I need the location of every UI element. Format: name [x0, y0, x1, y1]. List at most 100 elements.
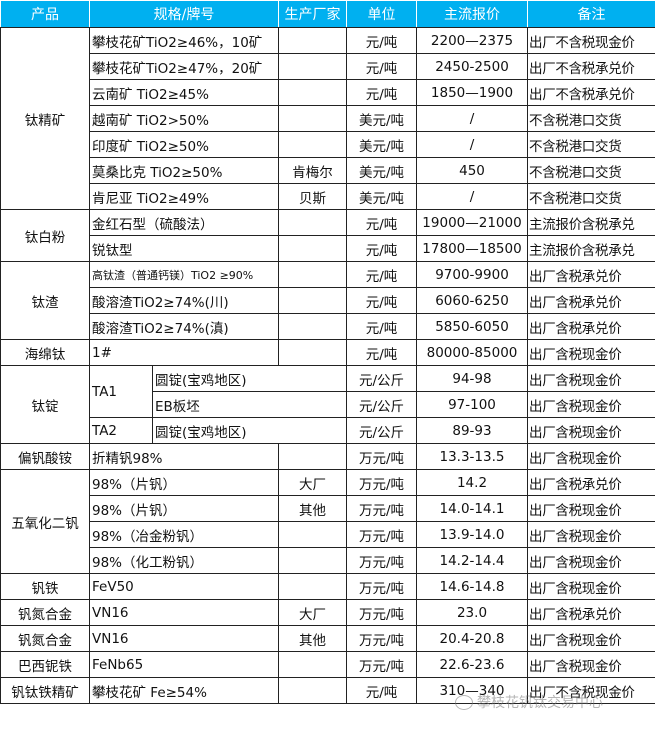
unit-cell: 元/吨	[346, 79, 417, 106]
unit-cell: 美元/吨	[346, 157, 417, 184]
spec-cell: 98%（片钒）	[89, 495, 279, 522]
note-cell: 出厂含税现金价	[527, 573, 655, 600]
spec-cell: 攀枝花矿TiO2≥46%，10矿	[89, 27, 279, 54]
table-row: 98%（冶金粉钒） 万元/吨 13.9-14.0 出厂含税现金价	[1, 521, 655, 548]
grade-cell: TA1	[89, 365, 153, 418]
maker-cell	[278, 573, 347, 600]
table-row: 98%（化工粉钒） 万元/吨 14.2-14.4 出厂含税现金价	[1, 547, 655, 574]
unit-cell: 元/吨	[346, 339, 417, 366]
maker-cell	[278, 53, 347, 80]
note-cell: 出厂含税现金价	[527, 651, 655, 678]
unit-cell: 元/吨	[346, 235, 417, 262]
price-cell: 23.0	[416, 599, 528, 626]
maker-cell	[278, 79, 347, 106]
spec-cell: 98%（化工粉钒）	[89, 547, 279, 574]
header-row: 产品 规格/牌号 生产厂家 单位 主流报价 备注	[0, 0, 655, 28]
maker-cell	[278, 677, 347, 704]
price-cell: 97-100	[416, 391, 528, 418]
price-cell: 13.3-13.5	[416, 443, 528, 470]
spec-cell: 高钛渣（普通钙镁）TiO2 ≥90%	[89, 261, 279, 288]
product-cell: 钒钛铁精矿	[0, 677, 90, 704]
spec-cell: VN16	[89, 599, 279, 626]
note-cell: 不含税港口交货	[527, 157, 655, 184]
spec-cell: FeV50	[89, 573, 279, 600]
product-cell: 海绵钛	[0, 339, 90, 366]
note-cell: 出厂含税现金价	[527, 365, 655, 392]
maker-cell	[278, 443, 347, 470]
note-cell: 出厂不含税承兑价	[527, 53, 655, 80]
product-cell: 钒氮合金	[0, 625, 90, 652]
note-cell: 主流报价含税承兑	[527, 235, 655, 262]
table-row: 莫桑比克 TiO2≥50% 肯梅尔 美元/吨 450 不含税港口交货	[1, 157, 655, 184]
spec-cell: 酸溶渣TiO2≥74%(滇)	[89, 313, 279, 340]
note-cell: 出厂含税现金价	[527, 417, 655, 444]
price-cell: /	[416, 183, 528, 210]
note-cell: 出厂含税承兑价	[527, 313, 655, 340]
note-cell: 不含税港口交货	[527, 105, 655, 132]
note-cell: 不含税港口交货	[527, 183, 655, 210]
table-row: 云南矿 TiO2≥45% 元/吨 1850—1900 出厂不含税承兑价	[1, 79, 655, 106]
header-note: 备注	[527, 0, 655, 28]
price-cell: 14.6-14.8	[416, 573, 528, 600]
unit-cell: 元/吨	[346, 677, 417, 704]
unit-cell: 元/吨	[346, 261, 417, 288]
note-cell: 不含税港口交货	[527, 131, 655, 158]
table-row: 酸溶渣TiO2≥74%(滇) 元/吨 5850-6050 出厂含税承兑价	[1, 313, 655, 340]
unit-cell: 万元/吨	[346, 651, 417, 678]
spec-cell: 98%（片钒）	[89, 469, 279, 496]
price-cell: 2200—2375	[416, 27, 528, 54]
maker-cell	[278, 547, 347, 574]
price-cell: 89-93	[416, 417, 528, 444]
spec-cell: 1#	[89, 339, 279, 366]
spec-cell: 酸溶渣TiO2≥74%(川)	[89, 287, 279, 314]
maker-cell: 其他	[278, 625, 347, 652]
unit-cell: 元/吨	[346, 209, 417, 236]
table-row: 钛精矿 攀枝花矿TiO2≥46%，10矿 元/吨 2200—2375 出厂不含税现金价	[0, 27, 655, 210]
maker-cell: 其他	[278, 495, 347, 522]
unit-cell: 万元/吨	[346, 469, 417, 496]
note-cell: 出厂含税现金价	[527, 521, 655, 548]
spec-cell: 攀枝花矿TiO2≥47%，20矿	[89, 53, 279, 80]
price-table: 产品 规格/牌号 生产厂家 单位 主流报价 备注 钛精矿 攀枝花矿TiO2≥46%…	[0, 0, 655, 704]
product-cell: 钛渣	[0, 261, 90, 340]
maker-cell: 贝斯	[278, 183, 347, 210]
unit-cell: 万元/吨	[346, 521, 417, 548]
unit-cell: 万元/吨	[346, 573, 417, 600]
product-cell: 钒铁	[0, 573, 90, 600]
note-cell: 出厂含税现金价	[527, 547, 655, 574]
price-cell: 14.2	[416, 469, 528, 496]
table-row: 攀枝花矿TiO2≥47%，20矿 元/吨 2450-2500 出厂不含税承兑价	[1, 53, 655, 80]
spec-cell: 莫桑比克 TiO2≥50%	[89, 157, 279, 184]
spec-cell: 锐钛型	[89, 235, 279, 262]
watermark-text: 攀枝花钒钛交易中心	[477, 695, 603, 711]
spec-cell: 攀枝花矿 Fe≥54%	[89, 677, 279, 704]
product-cell: 偏钒酸铵	[0, 443, 90, 470]
note-cell: 出厂含税承兑价	[527, 599, 655, 626]
maker-cell	[278, 287, 347, 314]
price-cell: /	[416, 131, 528, 158]
maker-cell	[278, 105, 347, 132]
table-row: TA2 圆锭(宝鸡地区) 元/公斤 89-93 出厂含税现金价	[1, 417, 655, 444]
note-cell: 出厂不含税现金价	[527, 677, 655, 704]
table-row: 钒钛铁精矿 攀枝花矿 Fe≥54% 元/吨 310—340 出厂不含税现金价	[0, 677, 655, 704]
price-cell: /	[416, 105, 528, 132]
maker-cell	[278, 651, 347, 678]
price-cell: 14.2-14.4	[416, 547, 528, 574]
table-row: 偏钒酸铵 折精钒98% 万元/吨 13.3-13.5 出厂含税现金价	[0, 443, 655, 470]
spec-cell: 圆锭(宝鸡地区)	[152, 417, 347, 444]
price-cell: 13.9-14.0	[416, 521, 528, 548]
price-cell: 80000-85000	[416, 339, 528, 366]
spec-cell: 印度矿 TiO2≥50%	[89, 131, 279, 158]
price-cell: 94-98	[416, 365, 528, 392]
unit-cell: 万元/吨	[346, 625, 417, 652]
maker-cell	[278, 209, 347, 236]
maker-cell: 大厂	[278, 599, 347, 626]
note-cell: 出厂含税承兑价	[527, 287, 655, 314]
spec-cell: 圆锭(宝鸡地区)	[152, 365, 347, 392]
price-cell: 1850—1900	[416, 79, 528, 106]
unit-cell: 元/吨	[346, 313, 417, 340]
note-cell: 出厂含税承兑价	[527, 261, 655, 288]
price-cell: 20.4-20.8	[416, 625, 528, 652]
product-cell: 巴西铌铁	[0, 651, 90, 678]
maker-cell	[278, 235, 347, 262]
